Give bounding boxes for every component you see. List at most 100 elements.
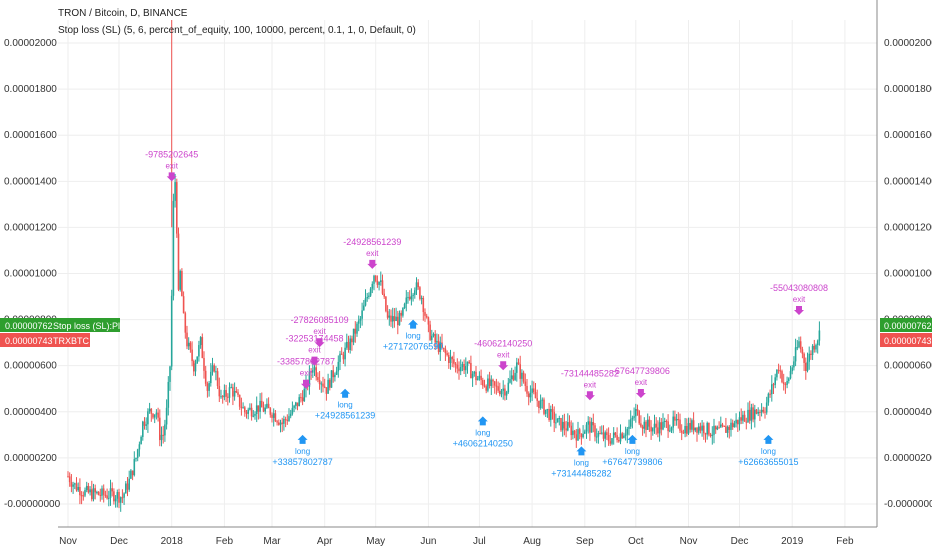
candle-body xyxy=(208,383,210,391)
candle-body xyxy=(444,348,447,354)
candle-body xyxy=(437,340,440,353)
candle-body xyxy=(550,408,552,420)
long-signal-label: +33857802787 xyxy=(272,457,332,467)
candle-body xyxy=(757,411,759,414)
candle-body xyxy=(308,371,311,387)
candle-body xyxy=(570,425,572,436)
candle-body xyxy=(527,393,530,398)
y-tick-label-right: 0.00000200 xyxy=(884,453,932,464)
candle-body xyxy=(266,403,268,408)
candle-body xyxy=(284,418,287,420)
candle-body xyxy=(696,427,698,433)
candle-body xyxy=(624,434,627,436)
candle-body xyxy=(495,385,498,387)
price-badge-bg xyxy=(0,333,90,347)
candle-body xyxy=(522,372,525,382)
candle-body xyxy=(346,341,348,348)
x-tick-label: Oct xyxy=(628,536,644,547)
candle-body xyxy=(436,340,438,343)
candle-body xyxy=(322,383,324,387)
candle-body xyxy=(191,349,193,362)
candle-body xyxy=(315,367,317,378)
x-tick-label: 2018 xyxy=(161,536,184,547)
y-tick-label-right: 0.00001000 xyxy=(884,269,932,280)
candle-body xyxy=(735,419,737,424)
x-tick-label: May xyxy=(366,536,385,547)
candle-body xyxy=(791,367,793,372)
indicator-label: Stop loss (SL) (5, 6, percent_of_equity,… xyxy=(58,25,416,36)
candle-body xyxy=(196,356,198,364)
candle-body xyxy=(558,418,561,420)
long-signal-tag: long xyxy=(295,447,310,456)
x-tick-label: Nov xyxy=(59,536,77,547)
candle-body xyxy=(577,429,579,441)
exit-arrow-icon xyxy=(794,305,804,315)
candle-body xyxy=(408,296,411,300)
candle-body xyxy=(733,423,736,428)
candle-body xyxy=(560,418,562,431)
exit-signal-label: -27826085109 xyxy=(291,315,349,325)
candle-body xyxy=(119,497,122,503)
candle-body xyxy=(725,426,727,433)
x-tick-label: Aug xyxy=(523,536,541,547)
exit-signal-tag: exit xyxy=(366,249,379,258)
candle-body xyxy=(133,459,136,476)
candle-body xyxy=(303,388,306,402)
exit-signal-tag: exit xyxy=(165,161,178,170)
candle-body xyxy=(745,421,748,423)
candle-body xyxy=(572,430,574,436)
candle-body xyxy=(373,275,375,284)
candle-body xyxy=(339,353,341,362)
candle-body xyxy=(580,433,583,438)
candle-body xyxy=(407,296,409,298)
exit-arrow-icon xyxy=(314,338,325,348)
candle-body xyxy=(597,433,600,437)
candle-body xyxy=(772,384,775,386)
candle-body xyxy=(521,372,523,379)
candle-body xyxy=(337,361,340,372)
long-signal-label: +46062140250 xyxy=(453,438,513,448)
candle-body xyxy=(578,429,581,434)
exit-signal-label: -33857802787 xyxy=(277,357,335,367)
candle-body xyxy=(556,418,559,423)
candle-body xyxy=(271,414,273,418)
x-tick-label: Feb xyxy=(836,536,854,547)
candle-body xyxy=(318,379,321,385)
candle-body xyxy=(667,421,669,432)
candle-body xyxy=(276,421,278,423)
candle-body xyxy=(643,421,646,429)
candle-body xyxy=(635,408,637,417)
candle-body xyxy=(633,416,635,418)
candle-body xyxy=(102,488,105,495)
exit-signal-label: -24928561239 xyxy=(343,237,401,247)
candle-body xyxy=(344,347,346,360)
candle-body xyxy=(72,484,74,487)
candle-body xyxy=(652,428,654,432)
candle-body xyxy=(699,426,702,431)
candle-body xyxy=(74,483,76,485)
y-tick-label-right: 0.00000600 xyxy=(884,361,932,372)
x-tick-label: 2019 xyxy=(781,536,804,547)
candle-body xyxy=(250,407,253,417)
candle-body xyxy=(118,492,120,503)
candle-body xyxy=(551,408,554,412)
candle-body xyxy=(599,433,601,435)
candle-body xyxy=(378,281,380,285)
candle-body xyxy=(516,362,518,373)
y-tick-label-left: 0.00000400 xyxy=(4,407,57,418)
candle-body xyxy=(781,371,783,383)
x-tick-label: Dec xyxy=(110,536,128,547)
candle-body xyxy=(682,432,685,434)
candle-body xyxy=(143,421,146,426)
candle-body xyxy=(731,422,734,428)
candle-body xyxy=(278,422,280,425)
exit-arrow-icon xyxy=(584,391,595,401)
candle-body xyxy=(650,426,652,432)
exit-signal-tag: exit xyxy=(300,369,313,378)
candle-body xyxy=(769,393,771,395)
candle-body xyxy=(198,345,200,357)
candle-body xyxy=(77,486,79,491)
candle-body xyxy=(779,370,782,372)
candle-body xyxy=(199,337,202,346)
